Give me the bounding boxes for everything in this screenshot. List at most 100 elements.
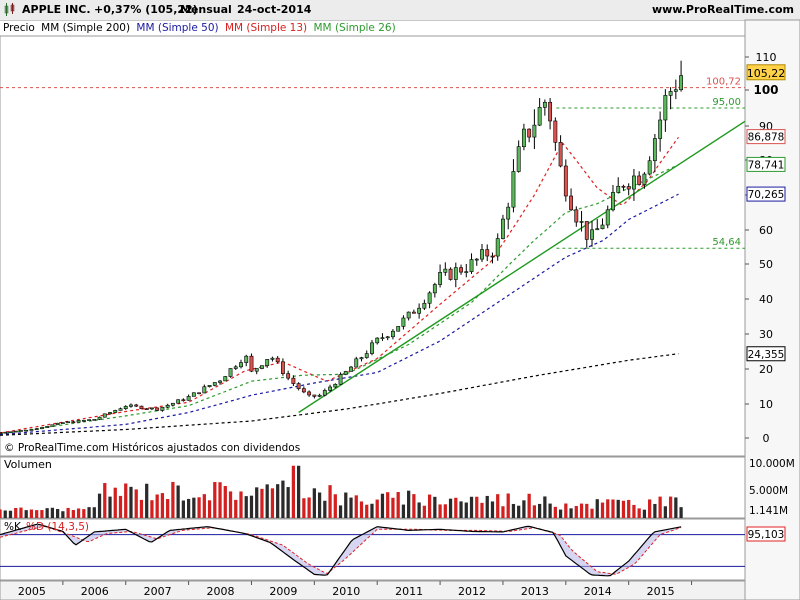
y-tick-label: 20: [759, 363, 773, 376]
candle-body: [139, 405, 144, 410]
candle-body: [506, 206, 511, 220]
volume-bar: [663, 506, 667, 518]
candle-body: [338, 374, 343, 385]
legend-ma13[interactable]: MM (Simple 13): [224, 22, 308, 34]
volume-bar: [333, 494, 337, 518]
x-tick-label: 2007: [144, 585, 172, 598]
current-price-box: [746, 64, 786, 81]
candle-body: [197, 392, 202, 395]
volume-bar: [679, 507, 683, 518]
y-axis-band: [744, 19, 800, 600]
support-trendline: [298, 120, 746, 414]
candle-body: [50, 424, 55, 427]
x-tick-label: 2011: [395, 585, 423, 598]
candle-body: [186, 396, 191, 401]
candle-body: [621, 185, 626, 188]
x-tick-label: 2014: [584, 585, 612, 598]
candle-body: [432, 284, 437, 294]
candle-body: [364, 353, 369, 358]
volume-bar: [522, 500, 526, 518]
volume-bar: [113, 487, 117, 518]
candle-body: [322, 390, 327, 396]
volume-bar: [338, 505, 343, 518]
volume-axis-label: 5.000M: [749, 485, 788, 497]
candle-body: [563, 165, 568, 197]
volume-bar: [422, 505, 426, 518]
candle-body: [380, 337, 385, 339]
volume-bar: [40, 510, 44, 518]
volume-bar: [328, 485, 332, 518]
volume-panel-title: Volumen: [4, 458, 52, 471]
candle-body: [616, 185, 621, 193]
volume-bar: [553, 506, 557, 518]
ma-value-label: 24,355: [748, 349, 785, 361]
site-label[interactable]: www.ProRealTime.com: [651, 3, 794, 16]
volume-bar: [380, 493, 385, 518]
current-price-label: 105,22: [747, 67, 786, 80]
legend-ma200[interactable]: MM (Simple 200): [41, 22, 131, 34]
candle-body: [553, 120, 558, 143]
candle-body: [118, 408, 123, 411]
volume-bar: [166, 499, 170, 518]
legend-price[interactable]: Precio: [3, 22, 35, 34]
ma-value-box: [746, 156, 786, 172]
volume-bar: [223, 486, 227, 518]
volume-bar: [150, 500, 154, 518]
candle-body: [270, 357, 275, 360]
candle-body: [165, 404, 170, 408]
volume-bar: [239, 491, 243, 518]
volume-bar: [87, 507, 91, 518]
candle-body: [76, 420, 81, 423]
candle-body: [296, 383, 301, 389]
volume-bar: [45, 508, 49, 518]
stoch-fill: [0, 524, 682, 576]
candle-body: [129, 404, 133, 407]
volume-bar: [359, 501, 364, 518]
candle-body: [459, 267, 463, 273]
volume-bar: [543, 496, 547, 518]
candle-body: [45, 426, 50, 428]
volume-bar: [501, 506, 505, 518]
volume-bar: [108, 496, 112, 518]
candle-body: [569, 195, 573, 211]
candle-body: [212, 382, 217, 386]
moving-average-ma200: [0, 353, 679, 436]
x-tick-label: 2006: [81, 585, 109, 598]
volume-bar: [396, 492, 400, 518]
volume-bar: [621, 500, 626, 518]
candle-body: [605, 209, 610, 226]
legend-ma50[interactable]: MM (Simple 50): [136, 22, 219, 34]
volume-bar: [579, 503, 584, 518]
candle-body: [647, 160, 652, 175]
candle-body: [448, 268, 453, 280]
volume-bar: [181, 500, 185, 518]
volume-bar: [600, 502, 605, 518]
volume-bar: [585, 503, 589, 518]
volume-bar: [265, 484, 269, 518]
candle-body: [663, 95, 668, 121]
x-tick-label: 2005: [18, 585, 46, 598]
candle-body: [474, 258, 479, 261]
volume-bar: [281, 480, 285, 518]
candle-body: [0, 432, 2, 434]
x-tick-label: 2010: [332, 585, 360, 598]
volume-bar: [234, 499, 238, 518]
volume-bar: [448, 498, 453, 518]
volume-bar: [171, 481, 175, 518]
volume-bar: [50, 507, 55, 518]
y-tick-label: 30: [759, 328, 773, 341]
data-source-note: © ProRealTime.com Históricos ajustados c…: [4, 442, 300, 454]
volume-bar: [590, 508, 594, 518]
volume-bar: [668, 496, 673, 518]
candle-body: [406, 311, 411, 319]
candle-body: [453, 267, 458, 280]
legend-ma26[interactable]: MM (Simple 26): [313, 22, 396, 34]
volume-bar: [291, 465, 296, 518]
chart-header: APPLE INC. +0,37% (105,22) Mensual 24-oc…: [0, 0, 800, 21]
y-tick-label: 0: [763, 432, 770, 445]
volume-bar: [249, 495, 254, 518]
candle-body: [181, 399, 186, 402]
symbol-title: APPLE INC.: [22, 3, 91, 16]
volume-bar: [207, 500, 212, 518]
